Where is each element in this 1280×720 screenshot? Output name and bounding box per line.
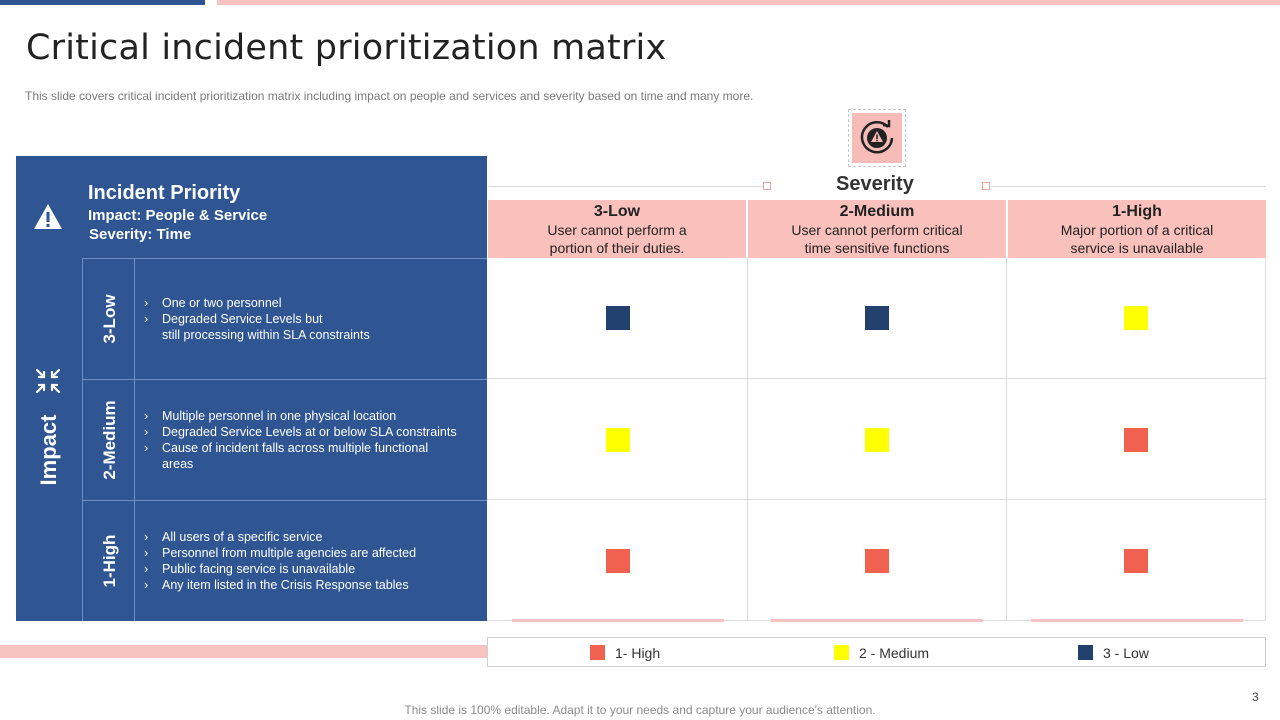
legend-item-high: 1- High: [590, 645, 660, 661]
impact-level-label: 3-Low: [100, 294, 119, 344]
grid-line: [487, 499, 1266, 500]
matrix-cell-marker: [606, 549, 630, 573]
divider-handle: [982, 182, 990, 190]
matrix-cell-marker: [1124, 306, 1148, 330]
footer-note: This slide is 100% editable. Adapt it to…: [404, 703, 876, 717]
slide-subtitle: This slide covers critical incident prio…: [25, 89, 754, 103]
grid-line: [1006, 258, 1007, 621]
legend: 1- High 2 - Medium 3 - Low: [487, 637, 1266, 667]
list-item: Public facing service is unavailable: [144, 561, 484, 577]
impact-row-medium: 2-Medium Multiple personnel in one physi…: [82, 379, 487, 500]
impact-bullet-list: One or two personnel Degraded Service Le…: [144, 295, 484, 343]
impact-definition: Impact: People & Service: [88, 207, 268, 224]
column-accent-bar: [1031, 619, 1243, 622]
severity-axis-label: Severity: [836, 173, 914, 195]
list-item: All users of a specific service: [144, 529, 484, 545]
severity-desc-line: User cannot perform a: [547, 222, 687, 238]
matrix-cell-marker: [1124, 549, 1148, 573]
severity-level-label: 2-Medium: [839, 203, 915, 220]
severity-desc-line: Major portion of a critical: [1060, 222, 1214, 238]
matrix-cell-marker: [865, 306, 889, 330]
severity-column-low: 3-Low User cannot perform a portion of t…: [488, 200, 746, 258]
list-item: Cause of incident falls across multiple …: [144, 440, 484, 456]
impact-bullet-list: Multiple personnel in one physical locat…: [144, 408, 484, 472]
list-item: Degraded Service Levels but: [144, 311, 484, 327]
matrix-cell-marker: [606, 428, 630, 452]
priority-matrix-grid: [487, 258, 1266, 621]
list-item: Multiple personnel in one physical locat…: [144, 408, 484, 424]
grid-line: [487, 378, 1266, 379]
list-item: Personnel from multiple agencies are aff…: [144, 545, 484, 561]
severity-level-label: 3-Low: [593, 203, 641, 220]
legend-label: 1- High: [615, 645, 661, 661]
legend-swatch: [834, 645, 849, 660]
priority-header: Incident Priority Impact: People & Servi…: [88, 182, 267, 243]
legend-swatch: [590, 645, 605, 660]
page-number: 3: [1252, 690, 1259, 704]
compress-arrows-icon: [35, 368, 61, 394]
list-item: Any item listed in the Crisis Response t…: [144, 577, 484, 593]
impact-level-label: 2-Medium: [100, 400, 119, 480]
grid-line: [747, 258, 748, 621]
list-item: Degraded Service Levels at or below SLA …: [144, 424, 484, 440]
column-accent-bar: [771, 619, 983, 622]
severity-desc-line: User cannot perform critical: [791, 222, 963, 238]
divider-handle: [763, 182, 771, 190]
matrix-cell-marker: [1124, 428, 1148, 452]
legend-label: 3 - Low: [1103, 645, 1149, 661]
top-accent-bar-pink: [217, 0, 1280, 5]
severity-level-label: 1-High: [1112, 203, 1162, 220]
impact-bullet-list: All users of a specific service Personne…: [144, 529, 484, 593]
matrix-cell-marker: [606, 306, 630, 330]
slide-title: Critical incident prioritization matrix: [26, 28, 667, 68]
severity-desc-line: time sensitive functions: [804, 240, 950, 256]
legend-swatch: [1078, 645, 1093, 660]
matrix-cell-marker: [865, 549, 889, 573]
severity-icon-frame: [848, 109, 906, 167]
legend-item-medium: 2 - Medium: [834, 645, 929, 661]
priority-title: Incident Priority: [88, 182, 241, 204]
severity-desc-line: service is unavailable: [1070, 240, 1204, 256]
matrix-cell-marker: [865, 428, 889, 452]
severity-divider-left: [489, 186, 767, 187]
column-accent-bar: [512, 619, 724, 622]
impact-row-low: 3-Low One or two personnel Degraded Serv…: [82, 258, 487, 379]
impact-level-label: 1-High: [100, 534, 119, 588]
severity-column-medium: 2-Medium User cannot perform critical ti…: [748, 200, 1006, 258]
list-item: One or two personnel: [144, 295, 484, 311]
list-item: still processing within SLA constraints: [162, 328, 370, 342]
severity-divider-right: [986, 186, 1266, 187]
severity-definition: Severity: Time: [89, 226, 192, 243]
warning-icon: [34, 204, 62, 229]
severity-desc-line: portion of their duties.: [549, 240, 685, 256]
clock-warning-icon: [860, 120, 894, 154]
top-accent-bar-blue: [0, 0, 205, 5]
list-item: areas: [162, 457, 194, 471]
impact-row-high: 1-High All users of a specific service P…: [82, 500, 487, 621]
legend-item-low: 3 - Low: [1078, 645, 1149, 661]
bottom-accent-band: [0, 645, 487, 658]
severity-column-high: 1-High Major portion of a critical servi…: [1008, 200, 1266, 258]
legend-label: 2 - Medium: [859, 645, 930, 661]
impact-axis-label: Impact: [36, 414, 61, 486]
